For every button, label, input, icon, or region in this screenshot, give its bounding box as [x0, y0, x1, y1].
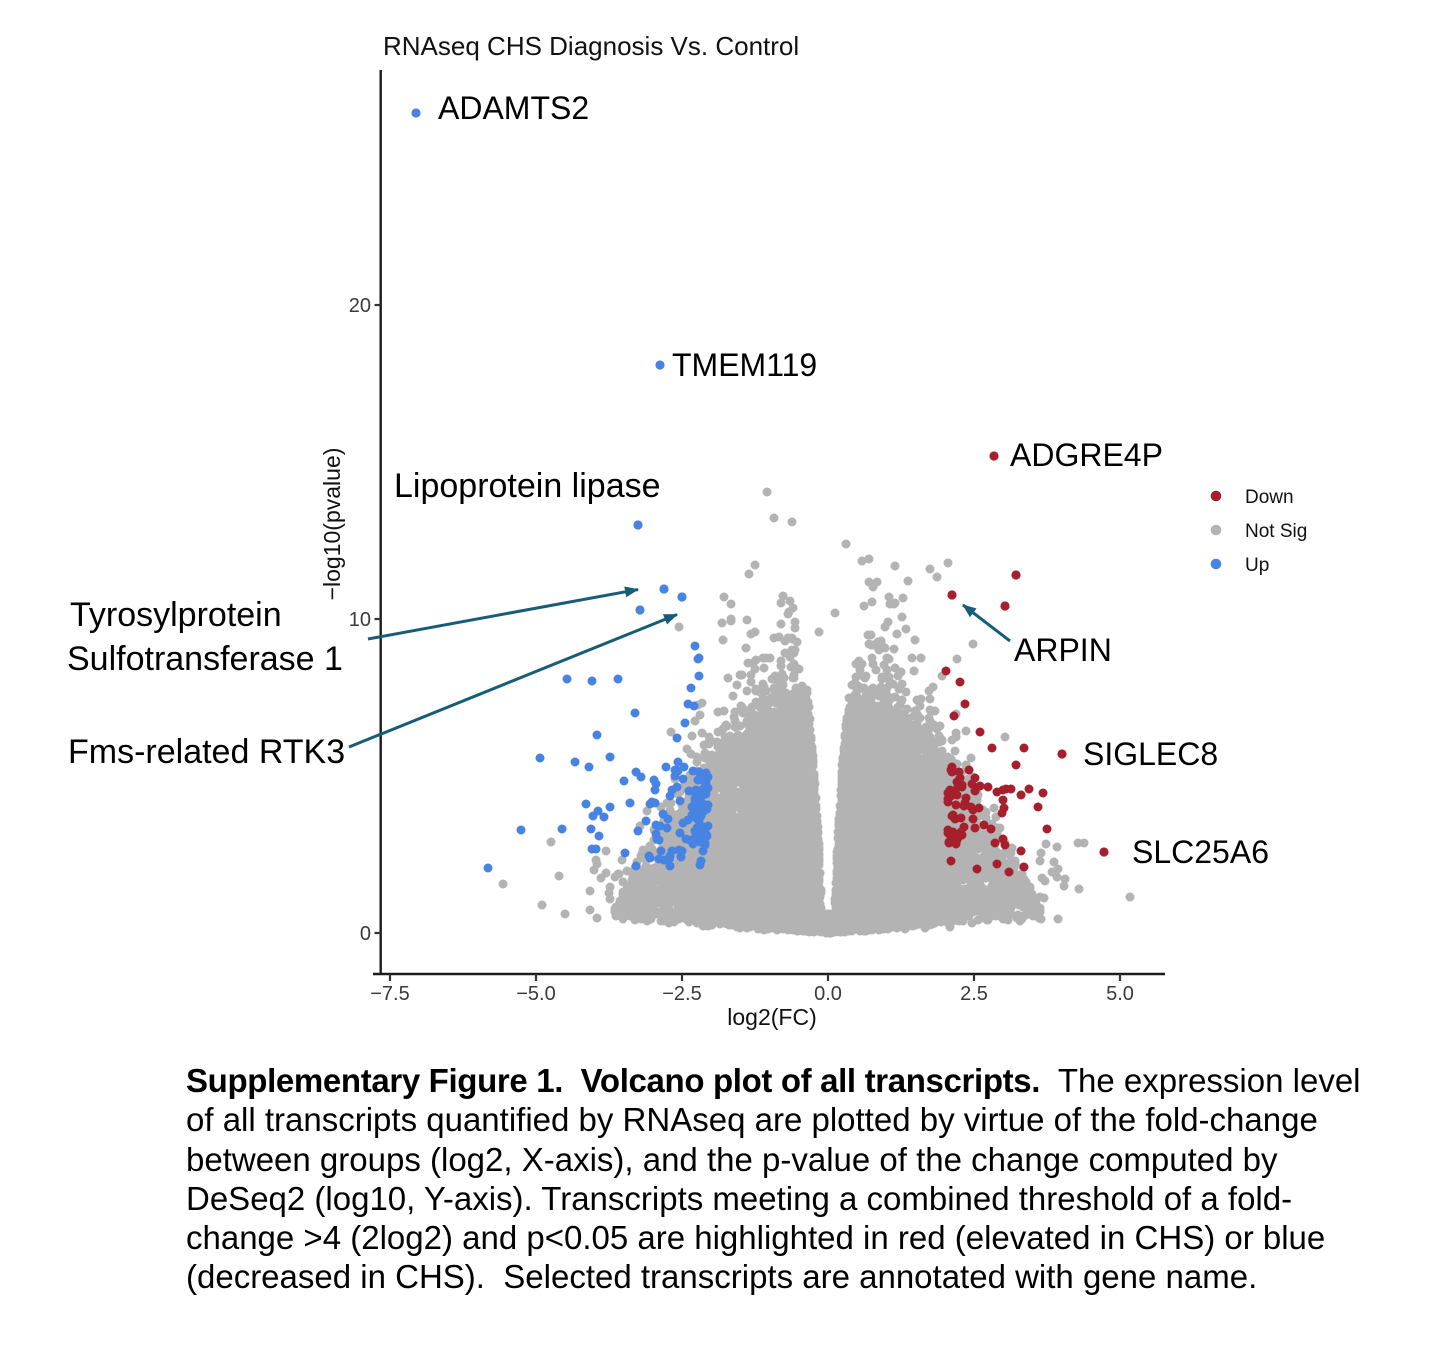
svg-text:ADGRE4P: ADGRE4P	[1010, 437, 1163, 473]
svg-text:Sulfotransferase 1: Sulfotransferase 1	[67, 640, 343, 678]
svg-text:2.5: 2.5	[960, 983, 988, 1005]
svg-text:Up: Up	[1245, 555, 1269, 576]
svg-text:−7.5: −7.5	[370, 983, 409, 1005]
svg-text:Not Sig: Not Sig	[1245, 521, 1307, 542]
svg-text:ARPIN: ARPIN	[1014, 632, 1112, 668]
svg-text:Lipoprotein lipase: Lipoprotein lipase	[394, 467, 661, 505]
svg-text:−log10(pvalue): −log10(pvalue)	[319, 448, 345, 601]
svg-text:−5.0: −5.0	[516, 983, 555, 1005]
svg-text:Fms-related RTK3: Fms-related RTK3	[68, 733, 345, 771]
svg-text:TMEM119: TMEM119	[672, 347, 817, 383]
svg-text:SLC25A6: SLC25A6	[1132, 834, 1269, 870]
svg-text:10: 10	[349, 609, 371, 631]
svg-text:ADAMTS2: ADAMTS2	[438, 90, 589, 126]
svg-text:Down: Down	[1245, 487, 1294, 508]
svg-text:log2(FC): log2(FC)	[727, 1004, 816, 1030]
svg-text:−2.5: −2.5	[662, 983, 701, 1005]
svg-text:0.0: 0.0	[814, 983, 842, 1005]
svg-text:20: 20	[349, 295, 371, 317]
svg-text:5.0: 5.0	[1106, 983, 1134, 1005]
svg-text:0: 0	[360, 923, 371, 945]
svg-text:Tyrosylprotein: Tyrosylprotein	[70, 596, 282, 634]
svg-text:RNAseq CHS Diagnosis Vs. Contr: RNAseq CHS Diagnosis Vs. Control	[383, 31, 799, 61]
svg-text:SIGLEC8: SIGLEC8	[1083, 736, 1218, 772]
